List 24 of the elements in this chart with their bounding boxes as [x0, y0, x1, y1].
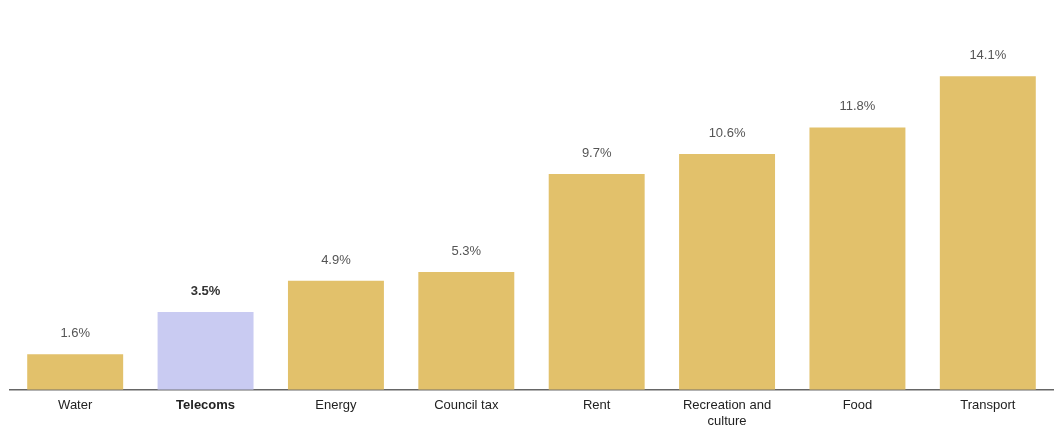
bar — [809, 127, 906, 390]
bar — [157, 311, 254, 390]
data-label: 5.3% — [451, 243, 482, 259]
x-tick-label: Food — [842, 397, 873, 413]
x-tick-label: Recreation and culture — [682, 397, 772, 428]
data-label: 4.9% — [321, 251, 352, 267]
bar — [679, 154, 776, 390]
data-label: 3.5% — [190, 283, 221, 299]
x-tick-label: Transport — [960, 397, 1016, 413]
x-tick-label: Energy — [315, 397, 358, 413]
bar — [548, 174, 645, 390]
data-label: 9.7% — [581, 145, 612, 161]
x-tick-label: Council tax — [434, 397, 499, 413]
x-tick-label: Rent — [582, 397, 611, 413]
bar — [418, 271, 515, 390]
data-label: 1.6% — [60, 325, 91, 341]
bar — [939, 76, 1036, 390]
x-tick-label: Water — [58, 397, 93, 413]
bar — [287, 280, 384, 390]
bar — [27, 354, 124, 390]
data-label: 11.8% — [839, 98, 876, 114]
data-label: 14.1% — [969, 47, 1007, 63]
x-tick-label: Telecoms — [176, 397, 236, 413]
data-label: 10.6% — [708, 125, 746, 141]
